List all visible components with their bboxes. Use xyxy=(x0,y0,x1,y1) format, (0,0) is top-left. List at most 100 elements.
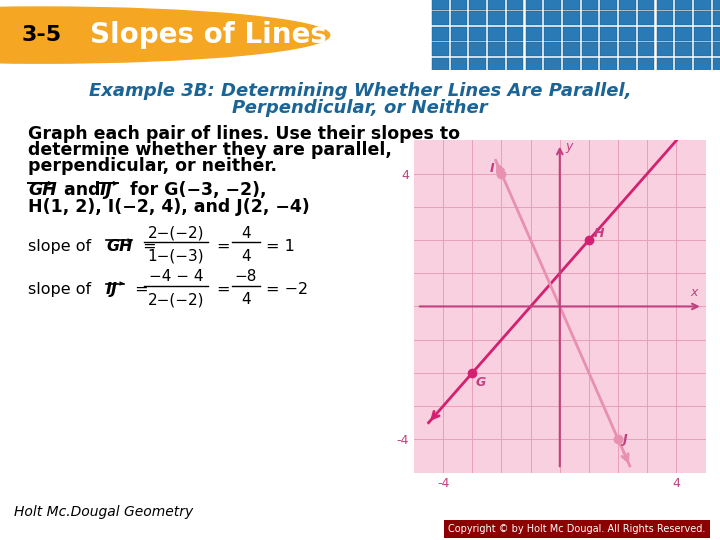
Bar xyxy=(619,58,636,72)
Bar xyxy=(713,0,720,10)
Text: −4 − 4: −4 − 4 xyxy=(149,269,203,284)
Text: G: G xyxy=(476,376,486,389)
Bar xyxy=(432,0,449,10)
Bar xyxy=(488,11,505,25)
Text: = 1: = 1 xyxy=(266,239,295,254)
Bar xyxy=(619,42,636,56)
Bar xyxy=(469,58,486,72)
Bar xyxy=(675,58,692,72)
Text: Graph each pair of lines. Use their slopes to: Graph each pair of lines. Use their slop… xyxy=(28,125,460,143)
Bar xyxy=(582,58,598,72)
Bar xyxy=(544,0,561,10)
Text: = −2: = −2 xyxy=(266,282,308,297)
Bar xyxy=(451,0,467,10)
Bar xyxy=(563,11,580,25)
Bar xyxy=(713,58,720,72)
Bar xyxy=(469,11,486,25)
Bar xyxy=(713,26,720,40)
Bar xyxy=(619,0,636,10)
Bar xyxy=(638,26,654,40)
Bar xyxy=(432,26,449,40)
Bar xyxy=(582,26,598,40)
Bar xyxy=(619,11,636,25)
Bar xyxy=(488,42,505,56)
Text: IJ: IJ xyxy=(106,282,118,297)
Bar xyxy=(507,0,523,10)
Bar xyxy=(507,58,523,72)
Bar xyxy=(600,11,617,25)
Text: −8: −8 xyxy=(235,269,257,284)
Bar xyxy=(544,26,561,40)
Bar xyxy=(469,0,486,10)
Bar xyxy=(488,58,505,72)
Bar xyxy=(526,58,542,72)
Text: =: = xyxy=(138,239,157,254)
Bar xyxy=(694,26,711,40)
Bar xyxy=(657,26,673,40)
Text: H: H xyxy=(593,227,604,240)
Text: 4: 4 xyxy=(241,249,251,264)
Bar xyxy=(488,0,505,10)
Bar xyxy=(657,42,673,56)
Bar xyxy=(563,26,580,40)
Text: slope of: slope of xyxy=(28,239,96,254)
Bar xyxy=(619,26,636,40)
Bar xyxy=(563,58,580,72)
Bar xyxy=(638,58,654,72)
Text: =: = xyxy=(216,282,230,297)
Bar xyxy=(694,11,711,25)
Text: IJ: IJ xyxy=(100,181,113,199)
Text: 2−(−2): 2−(−2) xyxy=(148,226,204,241)
Bar xyxy=(694,0,711,10)
Text: =: = xyxy=(216,239,230,254)
Text: Copyright © by Holt Mc Dougal. All Rights Reserved.: Copyright © by Holt Mc Dougal. All Right… xyxy=(449,524,706,534)
Bar xyxy=(694,58,711,72)
Text: J: J xyxy=(623,433,627,446)
Text: Example 3B: Determining Whether Lines Are Parallel,: Example 3B: Determining Whether Lines Ar… xyxy=(89,82,631,100)
Text: H(1, 2), I(−2, 4), and J(2, −4): H(1, 2), I(−2, 4), and J(2, −4) xyxy=(28,198,310,217)
Bar xyxy=(544,11,561,25)
Bar xyxy=(507,42,523,56)
Text: and: and xyxy=(58,181,107,199)
Bar xyxy=(675,0,692,10)
Bar xyxy=(582,11,598,25)
Bar xyxy=(582,0,598,10)
Text: GH: GH xyxy=(28,181,57,199)
Text: 1−(−3): 1−(−3) xyxy=(148,249,204,264)
Text: =: = xyxy=(130,282,148,297)
Text: slope of: slope of xyxy=(28,282,96,297)
Bar xyxy=(451,26,467,40)
Bar xyxy=(432,58,449,72)
Bar xyxy=(638,42,654,56)
Bar xyxy=(713,11,720,25)
Bar xyxy=(432,42,449,56)
Bar xyxy=(432,11,449,25)
Text: Slopes of Lines: Slopes of Lines xyxy=(90,21,327,49)
Text: x: x xyxy=(690,287,698,300)
Text: Holt Mc.Dougal Geometry: Holt Mc.Dougal Geometry xyxy=(14,505,194,519)
Bar xyxy=(526,26,542,40)
Bar xyxy=(451,58,467,72)
Bar xyxy=(600,58,617,72)
Text: y: y xyxy=(565,140,572,153)
Bar xyxy=(657,11,673,25)
Bar xyxy=(526,11,542,25)
Bar xyxy=(657,58,673,72)
Bar xyxy=(600,26,617,40)
Bar xyxy=(638,11,654,25)
Circle shape xyxy=(0,7,330,63)
Text: 3-5: 3-5 xyxy=(22,25,62,45)
Bar xyxy=(694,42,711,56)
Bar xyxy=(600,42,617,56)
Bar xyxy=(507,26,523,40)
Bar xyxy=(638,0,654,10)
Bar xyxy=(451,11,467,25)
Bar xyxy=(526,0,542,10)
Bar xyxy=(488,26,505,40)
Text: 4: 4 xyxy=(241,292,251,307)
Bar xyxy=(451,42,467,56)
Bar xyxy=(544,58,561,72)
Bar xyxy=(507,11,523,25)
Text: determine whether they are parallel,: determine whether they are parallel, xyxy=(28,141,392,159)
Text: Perpendicular, or Neither: Perpendicular, or Neither xyxy=(232,99,488,117)
